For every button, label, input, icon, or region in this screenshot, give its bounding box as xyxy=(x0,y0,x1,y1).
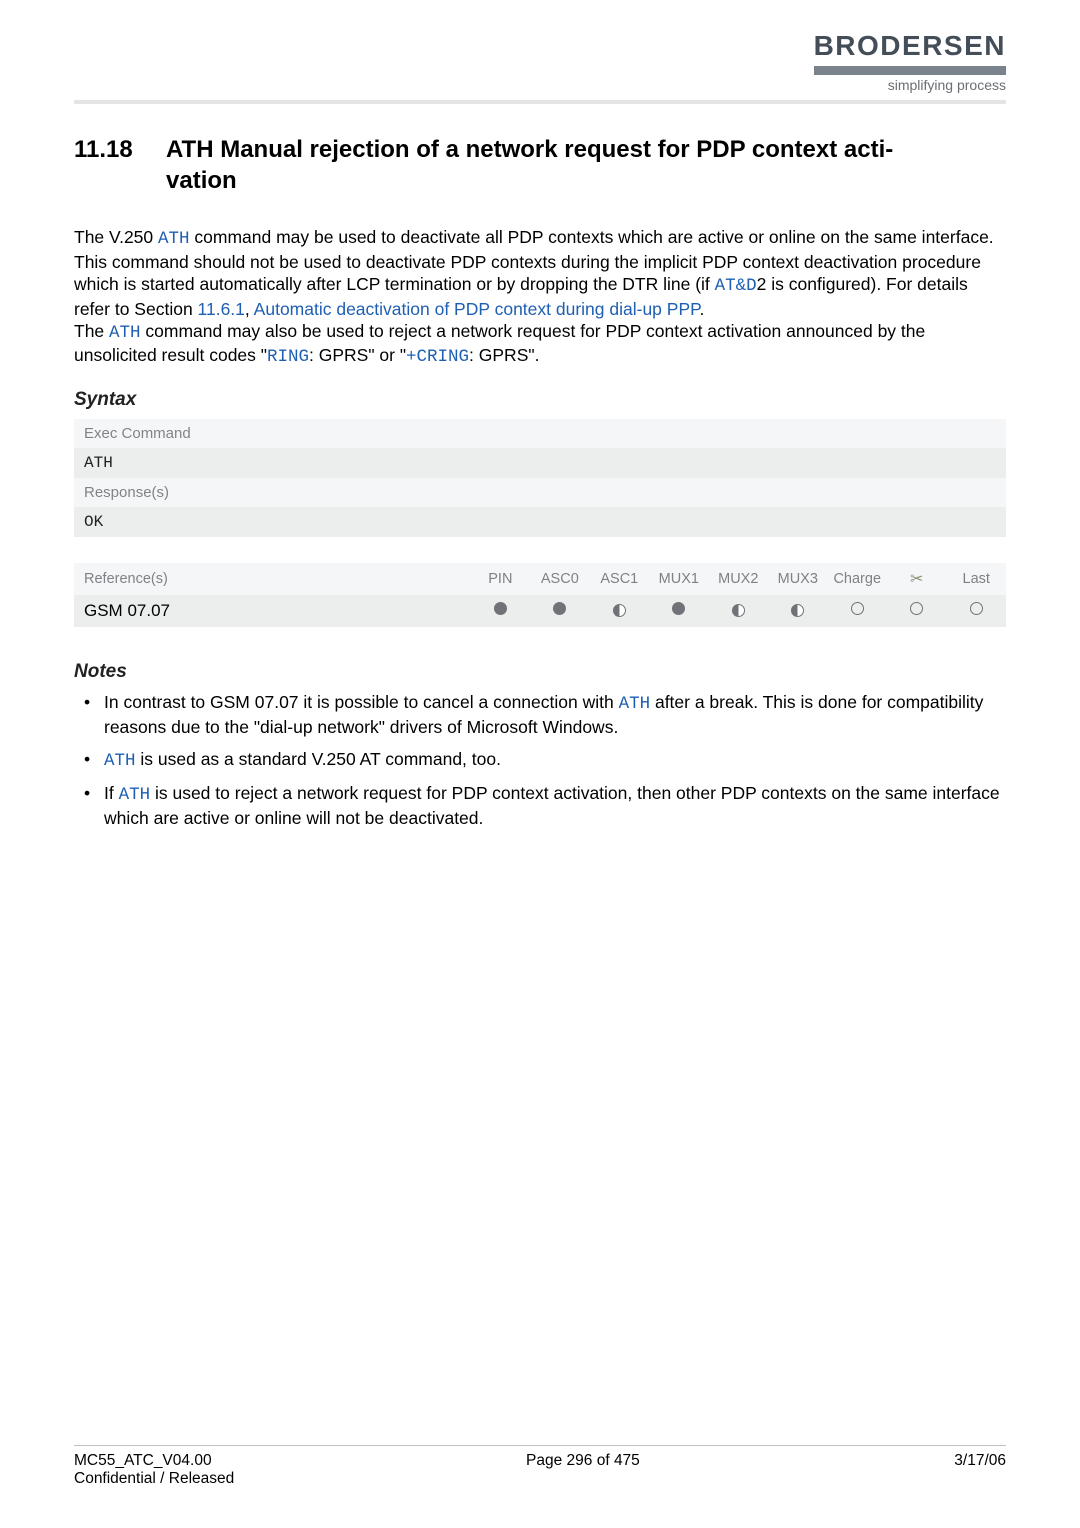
note-item: ATH is used as a standard V.250 AT comma… xyxy=(80,748,1006,774)
sym-mux3 xyxy=(768,595,827,627)
col-asc1: ASC1 xyxy=(590,563,649,595)
page-number: Page 296 of 475 xyxy=(526,1452,640,1470)
footer-row-1: MC55_ATC_V04.00 Page 296 of 475 3/17/06 xyxy=(74,1452,1006,1470)
notes-heading: Notes xyxy=(74,661,1006,683)
intro-paragraph: The V.250 ATH command may be used to dea… xyxy=(74,226,1006,368)
syntax-table: Exec Command ATH Response(s) OK xyxy=(74,419,1006,537)
sym-charge xyxy=(828,595,887,627)
reference-table: Reference(s) PIN ASC0 ASC1 MUX1 MUX2 MUX… xyxy=(74,563,1006,627)
text: , xyxy=(245,299,254,319)
text: The xyxy=(74,321,109,341)
section-heading: 11.18 ATH Manual rejection of a network … xyxy=(74,134,1006,196)
sym-pin xyxy=(471,595,530,627)
sym-mux1 xyxy=(649,595,708,627)
text: : GPRS". xyxy=(469,345,539,365)
dot-empty-icon xyxy=(910,602,923,615)
ath-code: ATH xyxy=(619,694,651,714)
dot-half-icon xyxy=(791,604,804,617)
notes-list: In contrast to GSM 07.07 it is possible … xyxy=(74,691,1006,831)
dot-full-icon xyxy=(553,602,566,615)
col-charge: Charge xyxy=(828,563,887,595)
reference-header-row: Reference(s) PIN ASC0 ASC1 MUX1 MUX2 MUX… xyxy=(74,563,1006,595)
page-footer: MC55_ATC_V04.00 Page 296 of 475 3/17/06 … xyxy=(74,1445,1006,1488)
reference-label-header: Reference(s) xyxy=(74,563,471,595)
dot-half-icon xyxy=(732,604,745,617)
section-title: ATH Manual rejection of a network reques… xyxy=(166,134,1006,196)
atd-code: AT&D xyxy=(715,276,757,296)
sym-asc0 xyxy=(530,595,589,627)
exec-command-value: ATH xyxy=(74,448,1006,478)
dot-full-icon xyxy=(494,602,507,615)
text: The V.250 xyxy=(74,227,158,247)
reference-data-row: GSM 07.07 xyxy=(74,595,1006,627)
sym-last xyxy=(946,595,1006,627)
brand-name: BRODERSEN xyxy=(814,30,1006,62)
dot-empty-icon xyxy=(970,602,983,615)
reference-name: GSM 07.07 xyxy=(74,595,471,627)
section-title-line1: ATH Manual rejection of a network reques… xyxy=(166,136,893,163)
ath-code: ATH xyxy=(119,785,151,805)
note-item: If ATH is used to reject a network reque… xyxy=(80,782,1006,831)
col-pin: PIN xyxy=(471,563,530,595)
confidentiality: Confidential / Released xyxy=(74,1470,1006,1488)
dot-full-icon xyxy=(672,602,685,615)
col-mux1: MUX1 xyxy=(649,563,708,595)
ath-code: ATH xyxy=(109,323,141,343)
response-value: OK xyxy=(74,507,1006,537)
text: : GPRS" or " xyxy=(309,345,406,365)
col-tool: ✂ xyxy=(887,563,946,595)
ath-code: ATH xyxy=(104,751,136,771)
text: In contrast to GSM 07.07 it is possible … xyxy=(104,692,619,712)
col-last: Last xyxy=(946,563,1006,595)
exec-command-label: Exec Command xyxy=(74,419,1006,448)
sym-mux2 xyxy=(709,595,768,627)
section-title-line2: vation xyxy=(166,167,237,194)
section-number: 11.18 xyxy=(74,134,166,196)
syntax-heading: Syntax xyxy=(74,389,1006,411)
note-item: In contrast to GSM 07.07 it is possible … xyxy=(80,691,1006,740)
section-ref-link[interactable]: 11.6.1 xyxy=(198,299,245,319)
brand-underline xyxy=(814,66,1006,75)
text: If xyxy=(104,783,119,803)
text: is used to reject a network request for … xyxy=(104,783,1000,829)
dot-half-icon xyxy=(613,604,626,617)
col-mux2: MUX2 xyxy=(709,563,768,595)
tool-icon: ✂ xyxy=(910,571,923,588)
sym-tool xyxy=(887,595,946,627)
brand-logo-block: BRODERSEN simplifying process xyxy=(814,30,1006,93)
cring-code: +CRING xyxy=(406,347,469,367)
footer-divider xyxy=(74,1445,1006,1446)
response-label: Response(s) xyxy=(74,478,1006,507)
sym-asc1 xyxy=(590,595,649,627)
doc-id: MC55_ATC_V04.00 xyxy=(74,1452,212,1470)
dot-empty-icon xyxy=(851,602,864,615)
ath-code: ATH xyxy=(158,229,190,249)
doc-date: 3/17/06 xyxy=(954,1452,1006,1470)
text: . xyxy=(700,299,705,319)
col-asc0: ASC0 xyxy=(530,563,589,595)
text: is used as a standard V.250 AT command, … xyxy=(136,749,501,769)
header-divider xyxy=(74,100,1006,104)
ring-code: RING xyxy=(267,347,309,367)
section-ref-text-link[interactable]: Automatic deactivation of PDP context du… xyxy=(254,299,700,319)
col-mux3: MUX3 xyxy=(768,563,827,595)
brand-tagline: simplifying process xyxy=(814,77,1006,93)
